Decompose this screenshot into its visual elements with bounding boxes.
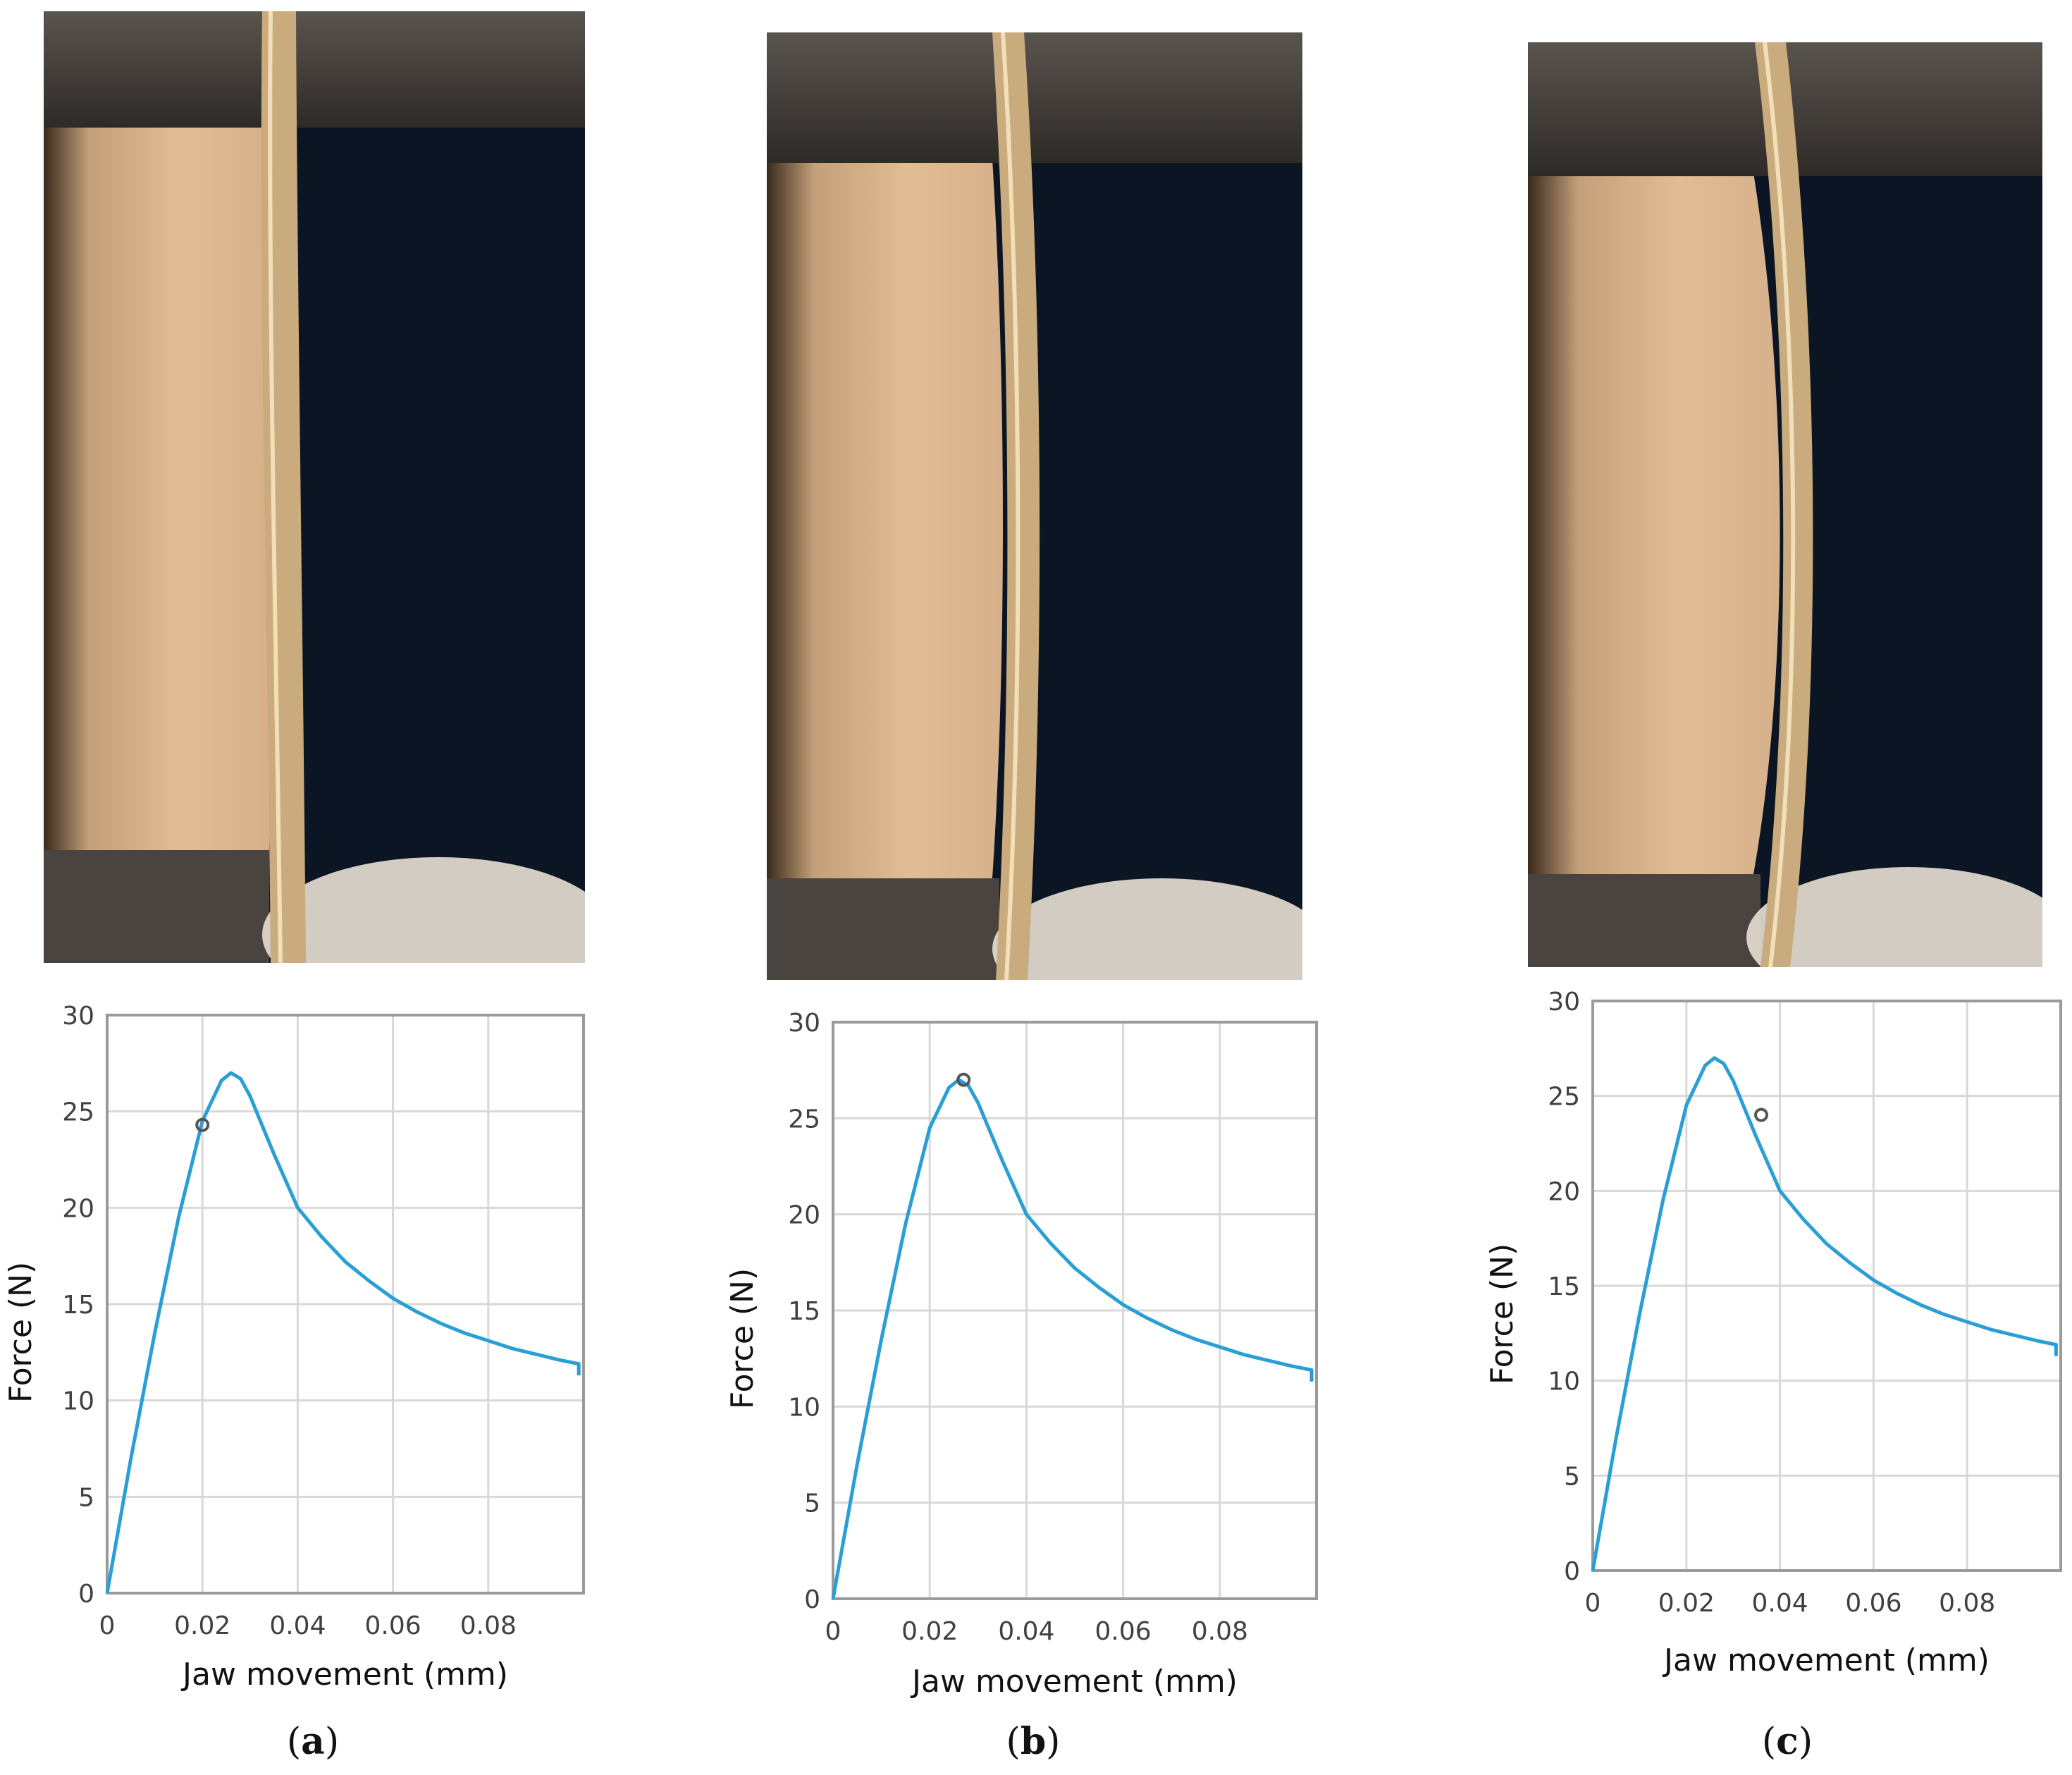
caption-b: (b): [963, 1720, 1104, 1763]
x-tick-label: 0.02: [901, 1617, 958, 1646]
x-tick-label: 0.02: [1658, 1589, 1715, 1618]
y-tick-label: 10: [62, 1387, 94, 1416]
y-tick-label: 25: [62, 1098, 94, 1127]
x-tick-label: 0.08: [460, 1611, 517, 1640]
y-tick-label: 10: [788, 1393, 820, 1422]
y-tick-label: 15: [1548, 1272, 1580, 1301]
y-tick-label: 20: [788, 1201, 820, 1230]
caption-c: (c): [1717, 1720, 1858, 1763]
x-tick-label: 0.04: [1752, 1589, 1808, 1618]
y-tick-label: 10: [1548, 1368, 1580, 1396]
caption-letter: b: [1020, 1720, 1046, 1763]
y-tick-label: 20: [62, 1194, 94, 1223]
caption-a: (a): [242, 1720, 383, 1763]
caption-close-paren: ): [1046, 1721, 1060, 1763]
caption-open-paren: (: [1762, 1721, 1776, 1763]
y-tick-label: 20: [1548, 1177, 1580, 1206]
x-tick-label: 0.04: [269, 1611, 326, 1640]
x-axis-label: Jaw movement (mm): [1662, 1642, 1990, 1678]
x-tick-label: 0.06: [1095, 1617, 1152, 1646]
y-axis-label: Force (N): [1484, 1243, 1520, 1384]
x-tick-label: 0: [825, 1617, 841, 1646]
y-tick-label: 0: [804, 1585, 820, 1614]
y-tick-label: 0: [1564, 1557, 1580, 1586]
x-tick-label: 0.02: [174, 1611, 230, 1640]
x-tick-label: 0: [1585, 1589, 1601, 1618]
x-tick-label: 0.04: [998, 1617, 1054, 1646]
x-axis-label: Jaw movement (mm): [180, 1657, 508, 1693]
y-axis-label: Force (N): [3, 1262, 39, 1403]
x-tick-label: 0: [99, 1611, 116, 1640]
caption-open-paren: (: [287, 1721, 301, 1763]
caption-letter: c: [1776, 1720, 1799, 1763]
force-chart-b: 0 0.02 0.04 0.06 0.08 0 5 10 15 20 25 30 Jaw movemen…: [691, 0, 1381, 1775]
y-tick-label: 25: [788, 1105, 820, 1134]
y-tick-label: 5: [804, 1490, 820, 1518]
y-tick-label: 25: [1548, 1083, 1580, 1112]
caption-letter: a: [301, 1720, 325, 1763]
y-tick-label: 15: [62, 1291, 94, 1320]
y-tick-label: 30: [788, 1009, 820, 1038]
y-tick-label: 15: [788, 1297, 820, 1326]
x-tick-label: 0.06: [1845, 1589, 1901, 1618]
y-tick-label: 5: [1564, 1462, 1580, 1491]
x-tick-label: 0.08: [1192, 1617, 1248, 1646]
caption-close-paren: ): [1799, 1721, 1813, 1763]
caption-open-paren: (: [1006, 1721, 1020, 1763]
x-axis-label: Jaw movement (mm): [910, 1664, 1238, 1700]
x-tick-label: 0.08: [1939, 1589, 1995, 1618]
x-tick-label: 0.06: [365, 1611, 421, 1640]
force-chart-a: 0 0.02 0.04 0.06 0.08 0 5 10 15 20 25 30 Jaw movemen…: [0, 0, 691, 1775]
y-axis-label: Force (N): [724, 1268, 760, 1409]
force-chart-c: 0 0.02 0.04 0.06 0.08 0 5 10 15 20 25 30 Jaw movemen…: [1381, 0, 2072, 1775]
y-tick-label: 30: [1548, 988, 1580, 1017]
caption-close-paren: ): [325, 1721, 339, 1763]
y-tick-label: 0: [78, 1580, 94, 1609]
y-tick-label: 5: [78, 1483, 94, 1512]
y-tick-label: 30: [62, 1002, 94, 1031]
